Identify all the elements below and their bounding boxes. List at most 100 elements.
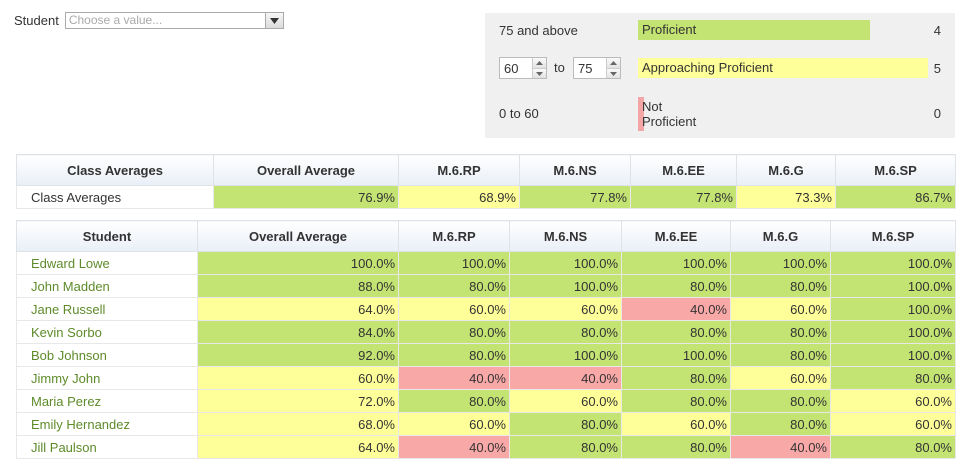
class-averages-row: Class Averages 76.9% 68.9% 77.8% 77.8% 73.3% 8… xyxy=(16,185,956,209)
score-cell: 100.0% xyxy=(830,297,956,321)
column-header[interactable]: M.6.NS xyxy=(509,220,622,252)
spinner-up-icon[interactable] xyxy=(607,58,620,68)
table-row: Jill Paulson 64.0% 40.0% 80.0% 80.0% 40.0% 80.… xyxy=(16,435,956,459)
column-header[interactable]: M.6.SP xyxy=(830,220,956,252)
score-cell: 64.0% xyxy=(197,297,399,321)
approaching-label: Approaching Proficient xyxy=(642,60,773,75)
student-name-link[interactable]: Jill Paulson xyxy=(16,435,198,459)
student-select-placeholder: Choose a value... xyxy=(68,13,163,27)
student-name-link[interactable]: John Madden xyxy=(16,274,198,298)
approaching-bar: Approaching Proficient xyxy=(638,58,928,78)
score-cell: 100.0% xyxy=(197,251,399,275)
score-cell: 68.0% xyxy=(197,412,399,436)
score-cell: 80.0% xyxy=(398,343,510,367)
score-cell: 60.0% xyxy=(509,297,622,321)
approaching-from-spinner[interactable]: 60 xyxy=(499,57,547,79)
average-cell: 86.7% xyxy=(835,185,956,209)
not-proficient-bar xyxy=(638,97,644,131)
table-row: Jimmy John 60.0% 40.0% 40.0% 80.0% 60.0% 80.0% xyxy=(16,366,956,390)
student-name-link[interactable]: Bob Johnson xyxy=(16,343,198,367)
score-cell: 100.0% xyxy=(509,343,622,367)
score-cell: 60.0% xyxy=(730,297,831,321)
score-cell: 40.0% xyxy=(730,435,831,459)
score-cell: 60.0% xyxy=(398,412,510,436)
student-filter-label: Student xyxy=(14,13,59,28)
class-averages-table: Class Averages Overall Average M.6.RP M.… xyxy=(16,154,956,209)
column-header[interactable]: Overall Average xyxy=(197,220,399,252)
score-cell: 60.0% xyxy=(509,389,622,413)
score-cell: 80.0% xyxy=(730,389,831,413)
score-cell: 60.0% xyxy=(830,412,956,436)
score-cell: 80.0% xyxy=(509,320,622,344)
score-cell: 40.0% xyxy=(398,366,510,390)
row-label: Class Averages xyxy=(16,185,214,209)
column-header[interactable]: M.6.EE xyxy=(621,220,731,252)
score-cell: 60.0% xyxy=(197,366,399,390)
student-filter: Student Choose a value... xyxy=(14,12,284,29)
average-cell: 76.9% xyxy=(213,185,399,209)
student-scores-table: Student Overall Average M.6.RP M.6.NS M.… xyxy=(16,220,956,459)
column-header[interactable]: Student xyxy=(16,220,198,252)
proficient-label: Proficient xyxy=(642,22,697,37)
not-proficient-label-line2: Proficient xyxy=(642,114,697,129)
proficient-range-label: 75 and above xyxy=(499,23,578,38)
table-row: Maria Perez 72.0% 80.0% 60.0% 80.0% 80.0% 60.0… xyxy=(16,389,956,413)
score-cell: 80.0% xyxy=(398,389,510,413)
column-header[interactable]: M.6.G xyxy=(730,220,831,252)
score-cell: 80.0% xyxy=(398,274,510,298)
score-cell: 92.0% xyxy=(197,343,399,367)
student-header-row: Student Overall Average M.6.RP M.6.NS M.… xyxy=(16,220,956,252)
score-cell: 80.0% xyxy=(398,320,510,344)
score-cell: 60.0% xyxy=(830,389,956,413)
column-header[interactable]: M.6.G xyxy=(736,154,836,186)
column-header[interactable]: M.6.EE xyxy=(630,154,737,186)
student-name-link[interactable]: Emily Hernandez xyxy=(16,412,198,436)
score-cell: 100.0% xyxy=(730,251,831,275)
spinner-down-icon[interactable] xyxy=(607,68,620,78)
student-name-link[interactable]: Kevin Sorbo xyxy=(16,320,198,344)
student-name-link[interactable]: Maria Perez xyxy=(16,389,198,413)
score-cell: 80.0% xyxy=(830,366,956,390)
score-cell: 64.0% xyxy=(197,435,399,459)
student-select[interactable]: Choose a value... xyxy=(64,12,284,29)
column-header[interactable]: M.6.RP xyxy=(398,220,510,252)
score-cell: 80.0% xyxy=(730,343,831,367)
proficiency-legend: 75 and above Proficient 4 60 to 75 Appro… xyxy=(485,13,955,138)
not-proficient-range-label: 0 to 60 xyxy=(499,106,539,121)
spinner-down-icon[interactable] xyxy=(533,68,546,78)
score-cell: 80.0% xyxy=(621,389,731,413)
class-averages-header-row: Class Averages Overall Average M.6.RP M.… xyxy=(16,154,956,186)
proficient-count: 4 xyxy=(933,23,941,38)
student-name-link[interactable]: Jane Russell xyxy=(16,297,198,321)
score-cell: 80.0% xyxy=(509,435,622,459)
score-cell: 80.0% xyxy=(730,320,831,344)
column-header[interactable]: Class Averages xyxy=(16,154,214,186)
score-cell: 100.0% xyxy=(398,251,510,275)
average-cell: 77.8% xyxy=(519,185,631,209)
approaching-count: 5 xyxy=(933,61,941,76)
score-cell: 84.0% xyxy=(197,320,399,344)
column-header[interactable]: M.6.NS xyxy=(519,154,631,186)
score-cell: 80.0% xyxy=(730,412,831,436)
score-cell: 80.0% xyxy=(621,320,731,344)
score-cell: 60.0% xyxy=(730,366,831,390)
column-header[interactable]: Overall Average xyxy=(213,154,399,186)
approaching-to-value: 75 xyxy=(578,61,593,76)
column-header[interactable]: M.6.RP xyxy=(398,154,520,186)
not-proficient-label: Not Proficient xyxy=(642,99,696,129)
not-proficient-label-line1: Not xyxy=(642,99,663,114)
table-row: Bob Johnson 92.0% 80.0% 100.0% 100.0% 80.0% 10… xyxy=(16,343,956,367)
column-header[interactable]: M.6.SP xyxy=(835,154,956,186)
spinner-up-icon[interactable] xyxy=(533,58,546,68)
score-cell: 40.0% xyxy=(509,366,622,390)
score-cell: 100.0% xyxy=(830,251,956,275)
approaching-to-spinner[interactable]: 75 xyxy=(573,57,621,79)
score-cell: 88.0% xyxy=(197,274,399,298)
dropdown-arrow-icon[interactable] xyxy=(264,13,283,28)
score-cell: 100.0% xyxy=(830,320,956,344)
not-proficient-count: 0 xyxy=(933,106,941,121)
score-cell: 100.0% xyxy=(830,343,956,367)
student-name-link[interactable]: Edward Lowe xyxy=(16,251,198,275)
table-row: Emily Hernandez 68.0% 60.0% 80.0% 60.0% 80.0%… xyxy=(16,412,956,436)
student-name-link[interactable]: Jimmy John xyxy=(16,366,198,390)
